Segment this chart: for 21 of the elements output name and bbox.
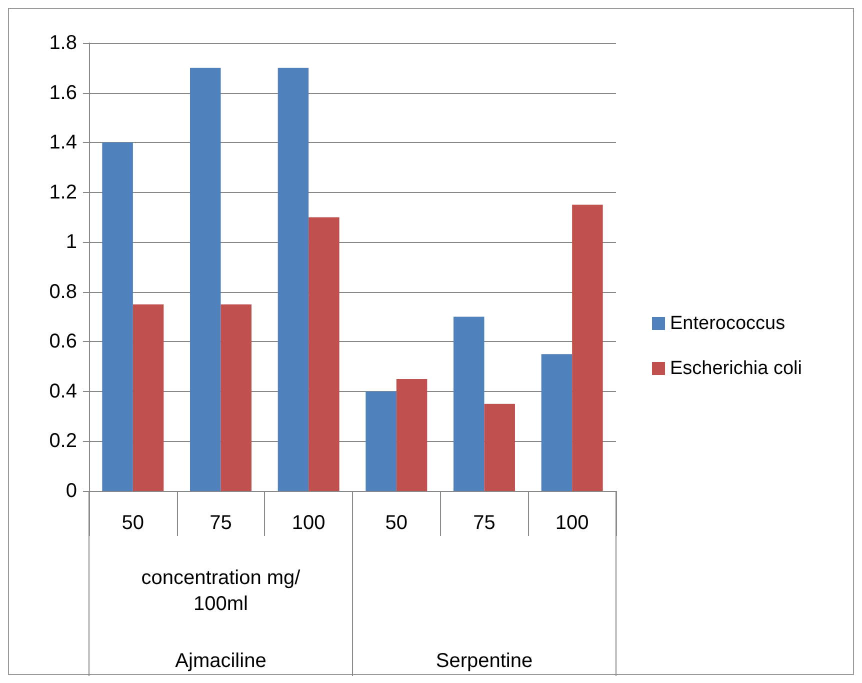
legend-label: Enterococcus: [670, 313, 786, 334]
y-tick-label: 0.8: [49, 280, 77, 303]
y-tick-label: 0.6: [49, 330, 77, 353]
x-tick-label: 50: [385, 512, 408, 534]
text: Ajmaciline: [175, 650, 266, 672]
y-tick-label: 1.2: [49, 181, 77, 204]
y-tick-label: 1.6: [49, 82, 77, 104]
y-tick-label: 0: [66, 480, 77, 502]
y-tick-label: 1: [66, 231, 77, 254]
x-tick-label: 100: [292, 512, 326, 534]
x-axis-title: concentration mg/100ml: [141, 567, 301, 615]
x-tick-label: 75: [473, 512, 496, 534]
legend-label: Escherichia coli: [670, 358, 802, 379]
y-tick-label: 1.4: [49, 132, 77, 154]
x-tick-label: 50: [122, 512, 144, 534]
text: Serpentine: [436, 650, 533, 672]
x-tick-label: 75: [210, 512, 232, 534]
y-tick-label: 1.8: [49, 32, 77, 54]
y-tick-label: 0.4: [49, 380, 77, 402]
x-tick-label: 100: [555, 512, 589, 534]
y-tick-label: 0.2: [49, 430, 77, 452]
